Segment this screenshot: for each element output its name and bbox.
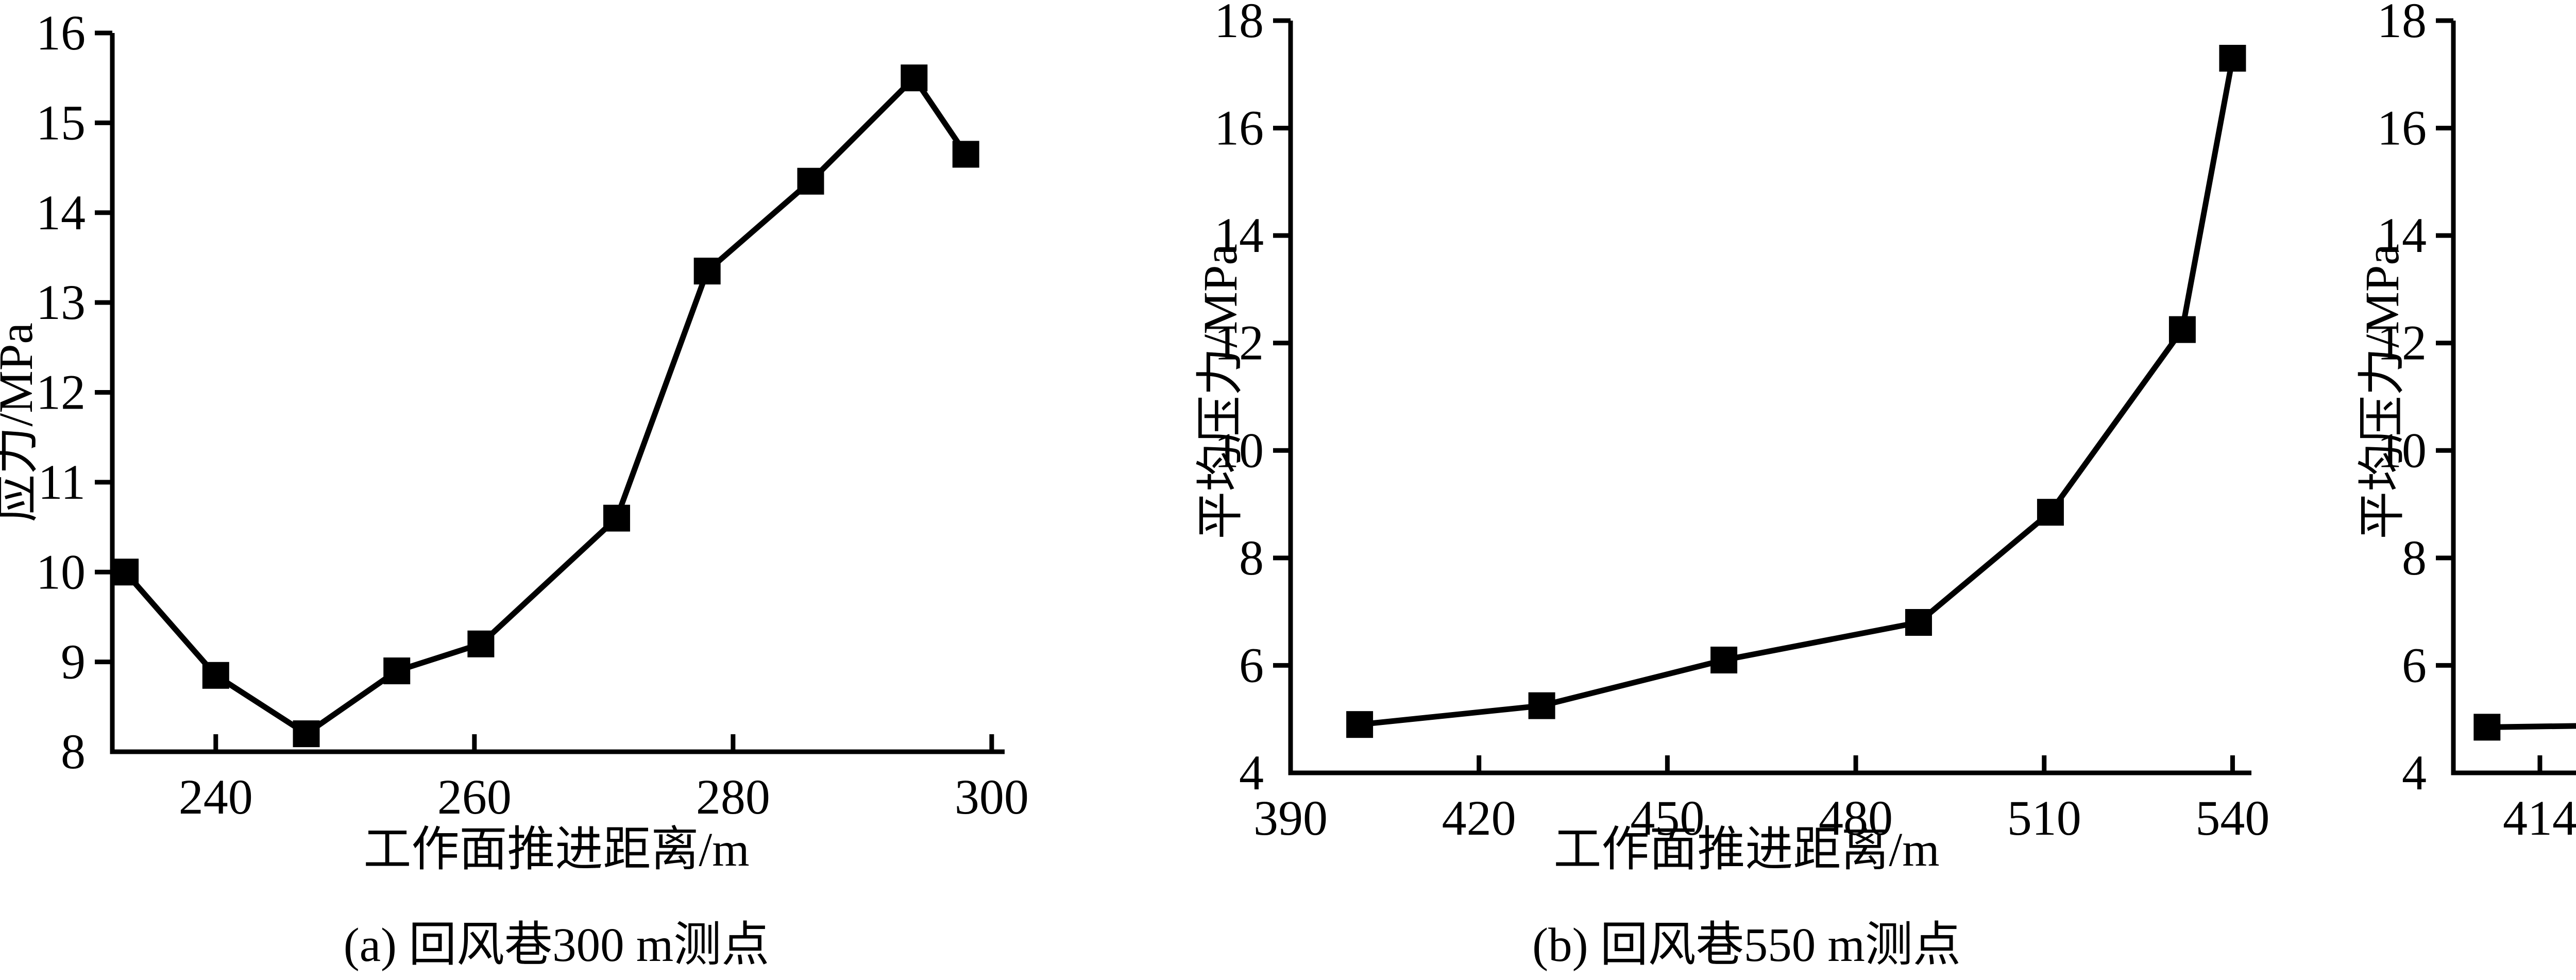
chart-c-y-tick-labels: 4 6 8 10 12 14 16 18 bbox=[2377, 0, 2427, 800]
y-tick-label: 14 bbox=[1214, 208, 1264, 263]
chart-b-caption: (b) 回风巷550 m测点 bbox=[1532, 919, 1961, 972]
chart-a-x-ticks bbox=[213, 734, 994, 752]
chart-b-x-ticks bbox=[1288, 755, 2235, 773]
x-tick-label: 280 bbox=[696, 769, 770, 824]
y-tick-label: 6 bbox=[2402, 637, 2427, 692]
y-tick-label: 8 bbox=[1239, 530, 1264, 585]
y-tick-label: 4 bbox=[2402, 745, 2427, 800]
y-tick-label: 18 bbox=[2377, 0, 2427, 48]
x-tick-label: 510 bbox=[2007, 790, 2081, 846]
x-tick-label: 260 bbox=[437, 769, 512, 824]
chart-a-data-markers bbox=[112, 64, 979, 748]
y-tick-label: 15 bbox=[36, 95, 86, 150]
chart-a-y-axis-label: 应力/MPa bbox=[0, 323, 43, 522]
x-tick-label: 390 bbox=[1253, 790, 1328, 846]
y-tick-label: 16 bbox=[36, 5, 86, 60]
chart-c-plot: 414450486522558594 4 6 8 10 12 14 16 18 bbox=[2377, 0, 2576, 846]
y-tick-label: 16 bbox=[1214, 100, 1264, 156]
data-point-marker bbox=[112, 559, 139, 586]
chart-a-plot: 240 260 280 300 8 9 10 11 12 13 14 15 16 bbox=[36, 5, 1029, 824]
chart-a-y-tick-labels: 8 9 10 11 12 13 14 15 16 bbox=[36, 5, 86, 779]
chart-b-y-ticks bbox=[1273, 18, 1291, 668]
x-tick-label: 300 bbox=[955, 769, 1029, 824]
y-tick-label: 18 bbox=[1214, 0, 1264, 48]
data-point-marker bbox=[202, 662, 229, 689]
data-point-marker bbox=[2473, 714, 2501, 741]
data-point-marker bbox=[901, 64, 928, 92]
y-tick-label: 8 bbox=[2402, 530, 2427, 585]
y-tick-label: 14 bbox=[2377, 208, 2427, 263]
x-tick-label: 450 bbox=[1630, 790, 1704, 846]
data-point-marker bbox=[467, 630, 495, 657]
chart-b-svg: 390 420 450 480 510 540 4 6 8 10 12 14 16 18 平均压力/MP… bbox=[1194, 0, 2269, 972]
data-point-marker bbox=[693, 258, 721, 285]
x-tick-label: 240 bbox=[179, 769, 253, 824]
chart-a-caption: (a) 回风巷300 m测点 bbox=[344, 919, 770, 972]
chart-c-y-axis-label: 平均压力/MPa bbox=[2356, 244, 2409, 539]
y-tick-label: 12 bbox=[2377, 315, 2427, 370]
data-point-marker bbox=[2219, 45, 2246, 72]
chart-c-data-markers bbox=[2473, 714, 2501, 741]
y-tick-label: 16 bbox=[2377, 100, 2427, 156]
chart-b-x-axis-label: 工作面推进距离/m bbox=[1553, 823, 1939, 876]
chart-a-svg: 240 260 280 300 8 9 10 11 12 13 14 15 16 应力/MPa 工作面… bbox=[0, 5, 1029, 972]
chart-b-axes bbox=[1288, 21, 2251, 775]
chart-panel-c: 414450486522558594 4 6 8 10 12 14 16 18 平均压力/MP… bbox=[2318, 0, 2576, 980]
chart-b-plot: 390 420 450 480 510 540 4 6 8 10 12 14 16 18 bbox=[1214, 0, 2269, 846]
y-tick-label: 4 bbox=[1239, 745, 1264, 800]
y-tick-label: 13 bbox=[36, 275, 86, 330]
y-tick-label: 9 bbox=[61, 634, 86, 689]
y-tick-label: 8 bbox=[61, 724, 86, 779]
y-tick-label: 11 bbox=[38, 454, 86, 510]
chart-c-y-ticks bbox=[2436, 18, 2453, 668]
chart-b-y-tick-labels: 4 6 8 10 12 14 16 18 bbox=[1214, 0, 1264, 800]
chart-a-x-tick-labels: 240 260 280 300 bbox=[179, 769, 1029, 824]
data-point-marker bbox=[383, 657, 411, 685]
chart-a-x-axis-label: 工作面推进距离/m bbox=[363, 823, 749, 876]
chart-panel-a: 240 260 280 300 8 9 10 11 12 13 14 15 16 应力/MPa 工作面… bbox=[0, 0, 1159, 980]
data-point-marker bbox=[1346, 711, 1374, 738]
y-tick-label: 12 bbox=[36, 365, 86, 420]
chart-a-y-ticks bbox=[95, 30, 112, 665]
chart-c-x-ticks bbox=[2537, 755, 2543, 773]
chart-a-axes bbox=[110, 33, 1005, 754]
data-point-marker bbox=[1710, 647, 1738, 673]
y-tick-label: 10 bbox=[1214, 423, 1264, 478]
data-point-marker bbox=[603, 504, 630, 532]
x-tick-label: 540 bbox=[2195, 790, 2269, 846]
data-point-marker bbox=[2168, 316, 2196, 343]
data-point-marker bbox=[1528, 692, 1555, 719]
chart-a-data-line bbox=[123, 73, 969, 737]
chart-b-data-line bbox=[1359, 57, 2235, 728]
y-tick-label: 10 bbox=[2377, 423, 2427, 478]
data-point-marker bbox=[2037, 499, 2064, 526]
chart-c-x-tick-labels: 414450486522558594 bbox=[2503, 790, 2576, 846]
chart-b-data-markers bbox=[1346, 45, 2246, 738]
x-tick-label: 480 bbox=[1819, 790, 1893, 846]
chart-c-data-line bbox=[2487, 723, 2576, 730]
chart-c-axes bbox=[2451, 21, 2576, 775]
data-point-marker bbox=[1905, 609, 1932, 636]
data-point-marker bbox=[952, 141, 979, 168]
chart-b-x-tick-labels: 390 420 450 480 510 540 bbox=[1253, 790, 2269, 846]
chart-b-y-axis-label: 平均压力/MPa bbox=[1194, 244, 1247, 539]
x-tick-label: 420 bbox=[1442, 790, 1516, 846]
data-point-marker bbox=[797, 167, 824, 195]
y-tick-label: 14 bbox=[36, 185, 86, 240]
chart-panel-b: 390 420 450 480 510 540 4 6 8 10 12 14 16 18 平均压力/MP… bbox=[1159, 0, 2318, 980]
y-tick-label: 6 bbox=[1239, 637, 1264, 692]
y-tick-label: 12 bbox=[1214, 315, 1264, 370]
data-point-marker bbox=[293, 720, 320, 748]
chart-c-svg: 414450486522558594 4 6 8 10 12 14 16 18 平均压力/MP… bbox=[2356, 0, 2576, 846]
y-tick-label: 10 bbox=[36, 544, 86, 599]
x-tick-label: 414 bbox=[2503, 790, 2576, 846]
